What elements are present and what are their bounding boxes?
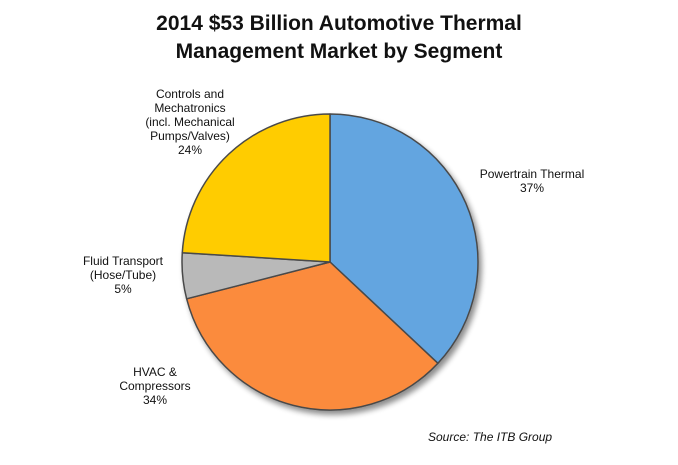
- slice-hvac-compressors: [185, 261, 439, 411]
- slice-powertrain-thermal: [329, 113, 479, 365]
- slice-label-hvac-line-1: HVAC &: [133, 365, 177, 379]
- slice-label-controls-line-1: Controls and: [155, 87, 225, 101]
- slice-label-hvac-compressors: HVAC & Compressors 34%: [100, 365, 210, 407]
- slice-label-fluid-line-1: Fluid Transport: [82, 254, 164, 268]
- slice-label-fluid-transport: Fluid Transport (Hose/Tube) 5%: [68, 254, 178, 296]
- slice-label-hvac-line-2: Compressors: [119, 379, 191, 393]
- slice-label-controls-mechatronics: Controls and Mechatronics (incl. Mechani…: [120, 87, 260, 157]
- source-note: Source: The ITB Group: [428, 430, 553, 444]
- pie-slices: [181, 113, 479, 411]
- slice-label-fluid-value: 5%: [114, 282, 132, 296]
- slice-label-controls-line-2: Mechatronics: [154, 101, 226, 115]
- slice-controls-mechatronics: [181, 113, 331, 263]
- slice-label-powertrain-thermal-name: Powertrain Thermal: [479, 167, 585, 181]
- chart-title-line-1: 2014 $53 Billion Automotive Thermal: [156, 12, 522, 35]
- slice-label-fluid-line-2: (Hose/Tube): [89, 268, 157, 282]
- chart-title-line-2: Management Market by Segment: [175, 40, 503, 63]
- slice-label-hvac-value: 34%: [142, 393, 168, 407]
- slice-label-controls-line-4: Pumps/Valves): [150, 129, 230, 143]
- slice-label-controls-line-3: (incl. Mechanical: [145, 115, 235, 129]
- slice-label-controls-value: 24%: [177, 143, 203, 157]
- slice-label-powertrain-thermal-value: 37%: [519, 181, 545, 195]
- slice-label-powertrain-thermal: Powertrain Thermal 37%: [472, 167, 592, 195]
- chart-title: 2014 $53 Billion Automotive Thermal Mana…: [0, 10, 678, 66]
